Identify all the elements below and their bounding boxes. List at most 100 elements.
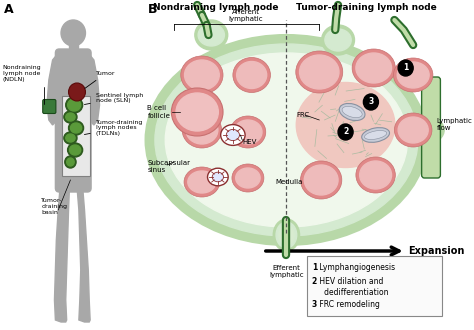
- Ellipse shape: [296, 51, 343, 93]
- Ellipse shape: [365, 131, 387, 140]
- Text: Tumor-draining lymph node: Tumor-draining lymph node: [296, 3, 437, 12]
- Circle shape: [364, 94, 378, 110]
- Ellipse shape: [237, 61, 267, 88]
- Ellipse shape: [68, 143, 82, 157]
- Ellipse shape: [66, 97, 82, 113]
- Text: 2: 2: [343, 127, 348, 137]
- Text: 1: 1: [312, 263, 317, 272]
- Ellipse shape: [236, 168, 260, 188]
- Text: Tumor-
draining
basin: Tumor- draining basin: [41, 198, 67, 214]
- Ellipse shape: [221, 125, 245, 146]
- Text: Afferent
lymphatic: Afferent lymphatic: [229, 9, 264, 22]
- Text: B: B: [147, 3, 157, 16]
- Text: 2: 2: [312, 277, 317, 286]
- Ellipse shape: [352, 49, 395, 87]
- Text: A: A: [4, 3, 13, 16]
- Ellipse shape: [394, 113, 432, 147]
- Text: HEV: HEV: [242, 139, 256, 145]
- Ellipse shape: [397, 62, 429, 88]
- Ellipse shape: [70, 145, 81, 155]
- Ellipse shape: [172, 88, 223, 136]
- Ellipse shape: [393, 58, 433, 92]
- Text: Lymphatic
flow: Lymphatic flow: [437, 118, 473, 131]
- Ellipse shape: [146, 35, 427, 245]
- Ellipse shape: [360, 161, 392, 189]
- Text: Medulla: Medulla: [275, 179, 303, 185]
- Ellipse shape: [64, 132, 77, 144]
- Ellipse shape: [66, 113, 75, 121]
- Ellipse shape: [226, 129, 239, 141]
- Ellipse shape: [188, 171, 216, 193]
- Ellipse shape: [279, 225, 294, 245]
- Ellipse shape: [184, 167, 220, 197]
- Ellipse shape: [165, 53, 408, 227]
- Text: 3: 3: [312, 300, 317, 309]
- Ellipse shape: [362, 128, 390, 142]
- Ellipse shape: [195, 20, 228, 50]
- Polygon shape: [55, 187, 70, 322]
- Polygon shape: [77, 187, 90, 322]
- Text: B cell
follicle: B cell follicle: [147, 106, 170, 118]
- Circle shape: [61, 20, 85, 46]
- Ellipse shape: [69, 121, 83, 135]
- Ellipse shape: [356, 53, 392, 83]
- Text: Nondraining
lymph node
(NDLN): Nondraining lymph node (NDLN): [3, 65, 44, 104]
- Ellipse shape: [184, 60, 219, 90]
- Text: 3: 3: [368, 97, 374, 107]
- Ellipse shape: [176, 93, 219, 131]
- Ellipse shape: [66, 134, 75, 142]
- Text: 1: 1: [403, 63, 408, 73]
- Ellipse shape: [233, 57, 271, 92]
- Ellipse shape: [232, 164, 264, 192]
- Text: Nondraining lymph node: Nondraining lymph node: [153, 3, 279, 12]
- FancyBboxPatch shape: [62, 96, 90, 176]
- Ellipse shape: [356, 157, 395, 193]
- Ellipse shape: [276, 222, 297, 248]
- Ellipse shape: [416, 117, 444, 143]
- Ellipse shape: [230, 116, 266, 148]
- FancyBboxPatch shape: [43, 100, 56, 114]
- Text: FRC: FRC: [297, 112, 310, 118]
- Ellipse shape: [208, 168, 228, 186]
- Ellipse shape: [325, 29, 351, 51]
- Text: Expansion: Expansion: [409, 246, 465, 256]
- Text: Efferent
lymphatic: Efferent lymphatic: [269, 265, 304, 278]
- Polygon shape: [86, 52, 100, 125]
- Ellipse shape: [182, 112, 222, 148]
- Circle shape: [398, 60, 413, 76]
- Circle shape: [69, 83, 85, 101]
- Ellipse shape: [273, 219, 300, 251]
- Ellipse shape: [296, 82, 395, 168]
- Ellipse shape: [339, 104, 365, 120]
- Ellipse shape: [300, 55, 339, 89]
- Text: Lymphangiogenesis: Lymphangiogenesis: [318, 263, 395, 272]
- FancyBboxPatch shape: [69, 43, 78, 48]
- Ellipse shape: [342, 106, 362, 117]
- Ellipse shape: [181, 56, 223, 94]
- Ellipse shape: [186, 116, 218, 144]
- Ellipse shape: [322, 25, 355, 55]
- Ellipse shape: [68, 99, 81, 111]
- Ellipse shape: [198, 24, 224, 46]
- Circle shape: [338, 124, 353, 140]
- FancyBboxPatch shape: [422, 77, 440, 178]
- Ellipse shape: [304, 165, 338, 195]
- Text: Subcapsular
sinus: Subcapsular sinus: [147, 160, 191, 173]
- Ellipse shape: [301, 161, 342, 199]
- Ellipse shape: [71, 123, 82, 133]
- Ellipse shape: [398, 117, 428, 143]
- Ellipse shape: [155, 44, 418, 236]
- FancyBboxPatch shape: [307, 256, 442, 316]
- Ellipse shape: [212, 172, 223, 182]
- Ellipse shape: [234, 120, 262, 144]
- Polygon shape: [47, 52, 60, 125]
- Text: FRC remodeling: FRC remodeling: [318, 300, 380, 309]
- Text: dedifferentiation: dedifferentiation: [318, 288, 389, 297]
- Text: Tumor: Tumor: [85, 71, 115, 88]
- Text: Sentinel lymph
node (SLN): Sentinel lymph node (SLN): [84, 93, 143, 105]
- FancyBboxPatch shape: [55, 49, 91, 192]
- Text: Tumor-draining
lymph nodes
(TDLNs): Tumor-draining lymph nodes (TDLNs): [84, 120, 143, 136]
- Ellipse shape: [67, 158, 74, 166]
- Text: HEV dilation and: HEV dilation and: [318, 277, 384, 286]
- Ellipse shape: [65, 156, 76, 168]
